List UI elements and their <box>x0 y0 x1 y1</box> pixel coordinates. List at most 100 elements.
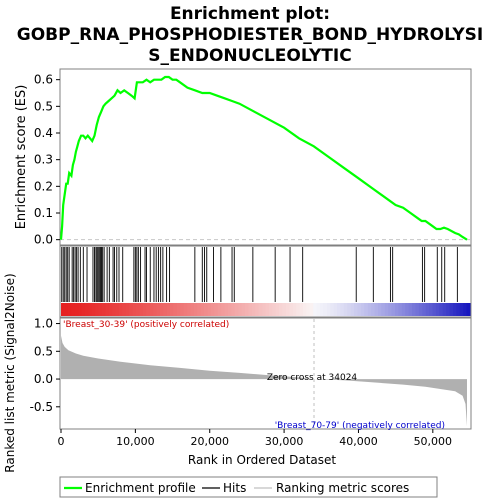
rank-bar-segment <box>357 303 362 316</box>
rank-bar-segment <box>350 303 355 316</box>
negative-correlation-label: 'Breast_70-79' (negatively correlated) <box>275 421 445 431</box>
rank-bar-segment <box>74 303 79 316</box>
rank-bar-segment <box>187 303 192 316</box>
rank-bar-segment <box>91 303 96 316</box>
rank-bar-segment <box>360 303 365 316</box>
rank-bar-segment <box>381 303 386 316</box>
hit-lines-group <box>61 247 458 302</box>
rank-bar-segment <box>425 303 430 316</box>
rank-bar-segment <box>268 303 273 316</box>
rank-bar-segment <box>405 303 410 316</box>
es-y-axis-label: Enrichment score (ES) <box>14 85 29 230</box>
rank-bar-segment <box>207 303 212 316</box>
rank-bar-segment <box>418 303 423 316</box>
rank-bar-segment <box>142 303 147 316</box>
rank-bar-segment <box>156 303 161 316</box>
rank-bar-segment <box>306 303 311 316</box>
rank-bar-segment <box>446 303 451 316</box>
rank-bar-segment <box>422 303 427 316</box>
rank-bar-segment <box>333 303 338 316</box>
enrichment-profile-line <box>59 75 468 241</box>
rank-bar-segment <box>122 303 127 316</box>
es-y-tick-label: 0.5 <box>34 99 53 113</box>
rank-bar-segment <box>275 303 280 316</box>
rank-bar-segment <box>125 303 130 316</box>
metric-x-tick-label: 0 <box>58 435 65 448</box>
rank-bar-segment <box>292 303 297 316</box>
rank-bar-segment <box>395 303 399 316</box>
es-y-tick-label: 0.2 <box>34 179 53 193</box>
rank-bar-segment <box>221 303 226 316</box>
rank-bar-segment <box>88 303 93 316</box>
rank-bar-segment <box>132 303 137 316</box>
rank-bar-segment <box>337 303 341 316</box>
rank-bar-segment <box>302 303 307 316</box>
es-y-tick-label: 0.6 <box>34 73 53 87</box>
legend-hits-label: Hits <box>223 481 246 495</box>
rank-bar-segment <box>258 303 263 316</box>
rank-bar-segment <box>330 303 335 316</box>
rank-bar-segment <box>374 303 379 316</box>
rank-bar-segment <box>432 303 437 316</box>
rank-bar-segment <box>197 303 202 316</box>
rank-bar-segment <box>248 303 253 316</box>
rank-bar-segment <box>459 303 464 316</box>
rank-bar-segment <box>183 303 188 316</box>
rank-bar-segment <box>255 303 260 316</box>
rank-bar-segment <box>234 303 239 316</box>
metric-y-tick-label: -0.5 <box>30 400 53 414</box>
legend-frame <box>59 476 438 498</box>
rank-bar-segment <box>272 303 277 316</box>
chart-title-line2: GOBP_RNA_PHOSPHODIESTER_BOND_HYDROLYSI <box>17 25 483 45</box>
rank-bar-segment <box>115 303 120 316</box>
rank-bar-segment <box>412 303 416 316</box>
rank-bar-segment <box>224 303 229 316</box>
rank-bar-segment <box>449 303 454 316</box>
metric-x-tick-label: 50,000 <box>414 435 453 448</box>
metric-x-tick-label: 40,000 <box>339 435 378 448</box>
rank-bar-segment <box>61 303 65 316</box>
es-y-tick-label: 0.1 <box>34 206 53 220</box>
es-y-tick-label: 0.0 <box>34 233 53 247</box>
rank-bar-segment <box>81 303 86 316</box>
rank-color-bar <box>61 303 471 316</box>
rank-bar-segment <box>299 303 304 316</box>
rank-bar-segment <box>245 303 249 316</box>
rank-bar-segment <box>204 303 209 316</box>
metric-y-axis: -0.5 0.0 0.5 1.0 <box>30 317 60 414</box>
rank-bar-segment <box>313 303 318 316</box>
rank-bar-segment <box>408 303 413 316</box>
rank-bar-segment <box>429 303 434 316</box>
rank-bar-segment <box>210 303 215 316</box>
rank-bar-segment <box>67 303 72 316</box>
rank-bar-segment <box>439 303 444 316</box>
rank-bar-segment <box>262 303 266 316</box>
rank-bar-segment <box>279 303 284 316</box>
positive-correlation-label: 'Breast_30-39' (positively correlated) <box>63 320 229 330</box>
chart-title-line3: S_ENDONUCLEOLYTIC <box>148 46 351 66</box>
rank-bar-segment <box>241 303 246 316</box>
rank-bar-segment <box>326 303 331 316</box>
rank-bar-segment <box>64 303 69 316</box>
rank-bar-segment <box>101 303 106 316</box>
rank-bar-segment <box>340 303 345 316</box>
rank-bar-segment <box>388 303 393 316</box>
rank-bar-segment <box>463 303 468 316</box>
metric-x-tick-label: 20,000 <box>190 435 229 448</box>
rank-bar-segment <box>367 303 372 316</box>
rank-bar-segment <box>391 303 396 316</box>
rank-bar-segment <box>71 303 76 316</box>
rank-bar-segment <box>320 303 324 316</box>
rank-bar-segment <box>159 303 164 316</box>
es-y-axis: 0.0 0.1 0.2 0.3 0.4 0.5 0.6 <box>34 73 60 247</box>
metric-panel: -0.5 0.0 0.5 1.0 0 10,000 20,000 30,000 40,000 5… <box>3 273 472 473</box>
rank-bar-segment <box>146 303 151 316</box>
rank-bar-segment <box>118 303 123 316</box>
rank-bar-segment <box>251 303 256 316</box>
rank-bar-segment <box>442 303 447 316</box>
rank-bar-segment <box>377 303 382 316</box>
rank-bar-segment <box>84 303 89 316</box>
es-panel: 0.0 0.1 0.2 0.3 0.4 0.5 0.6 Enrichment score (… <box>14 68 472 247</box>
rank-bar-segment <box>173 303 178 316</box>
